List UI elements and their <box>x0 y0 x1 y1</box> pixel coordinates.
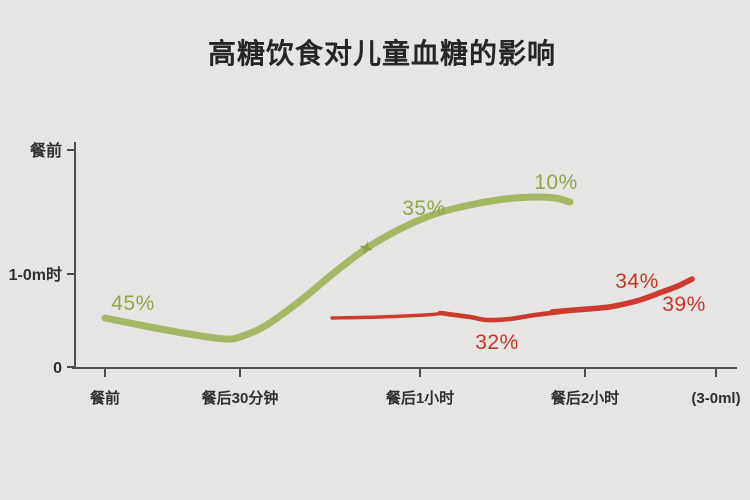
x-tick-label: 餐后30分钟 <box>202 389 279 407</box>
x-tick-label: (3-0ml) <box>691 390 740 407</box>
annotation-green-45pct: 45% <box>111 292 155 315</box>
sparkle-marker-icon <box>359 241 373 255</box>
series-green-line <box>101 193 574 343</box>
annotation-red-32pct: 32% <box>475 331 519 354</box>
annotation-red-39pct: 39% <box>662 293 706 316</box>
x-tick-label: 餐前 <box>90 389 120 407</box>
series-red-line <box>437 309 563 323</box>
annotation-red-34pct: 34% <box>615 270 659 293</box>
y-tick-label: 餐前 <box>29 141 62 160</box>
series-red-line <box>330 311 447 320</box>
y-tick-label: 1-0m时 <box>9 266 62 284</box>
chart-title: 高糖饮食对儿童血糖的影响 <box>207 38 556 69</box>
x-tick-label: 餐后2小时 <box>551 389 619 407</box>
series-red-line <box>549 276 695 315</box>
y-tick-label: 0 <box>53 360 62 377</box>
x-tick-label: 餐后1小时 <box>386 389 454 407</box>
annotation-green-10pct: 10% <box>534 171 578 194</box>
annotation-green-35pct: 35% <box>402 197 446 220</box>
